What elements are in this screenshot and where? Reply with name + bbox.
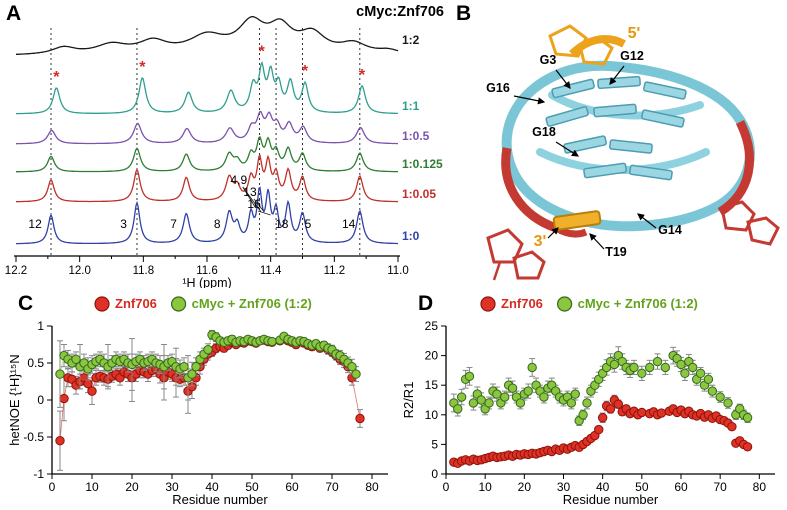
- panel-b-label: B: [456, 2, 472, 25]
- svg-text:8: 8: [214, 217, 221, 231]
- svg-text:1: 1: [37, 319, 44, 333]
- svg-text:1:0.5: 1:0.5: [402, 129, 430, 143]
- svg-text:10: 10: [478, 480, 492, 494]
- svg-text:25: 25: [425, 319, 439, 333]
- svg-text:cMyc + Znf706 (1:2): cMyc + Znf706 (1:2): [578, 296, 698, 311]
- svg-text:20: 20: [125, 480, 139, 494]
- svg-text:G16: G16: [486, 81, 510, 95]
- svg-text:*: *: [139, 59, 146, 76]
- svg-text:1:0.125: 1:0.125: [402, 157, 443, 171]
- svg-text:cMyc + Znf706 (1:2): cMyc + Znf706 (1:2): [192, 296, 312, 311]
- svg-text:G3: G3: [540, 53, 557, 67]
- panel-c-hetnoe-plot: C 0 10 20 30 40 50 60 70 80 -1 -0.5 0 0.5 1 Residue nu…: [6, 290, 398, 510]
- svg-text:3: 3: [120, 217, 127, 231]
- svg-text:Znf706: Znf706: [115, 296, 157, 311]
- svg-text:*: *: [259, 44, 266, 61]
- svg-text:60: 60: [674, 480, 688, 494]
- svg-text:hetNOE {¹H}¹⁵N: hetNOE {¹H}¹⁵N: [7, 354, 22, 445]
- svg-text:10: 10: [425, 408, 439, 422]
- svg-text:20: 20: [518, 480, 532, 494]
- svg-text:R2/R1: R2/R1: [401, 382, 416, 419]
- svg-text:5': 5': [628, 25, 641, 42]
- svg-text:0: 0: [49, 480, 56, 494]
- svg-text:5: 5: [305, 217, 312, 231]
- svg-text:30: 30: [557, 480, 571, 494]
- svg-text:Znf706: Znf706: [501, 296, 543, 311]
- svg-text:16: 16: [247, 197, 261, 211]
- svg-text:12.0: 12.0: [68, 265, 90, 277]
- svg-text:3': 3': [534, 233, 547, 250]
- svg-text:4,9: 4,9: [230, 173, 247, 187]
- svg-text:0: 0: [37, 393, 44, 407]
- svg-text:40: 40: [205, 480, 219, 494]
- svg-text:70: 70: [325, 480, 339, 494]
- svg-text:10: 10: [85, 480, 99, 494]
- svg-text:G12: G12: [620, 49, 644, 63]
- panel-b-structure: B: [452, 0, 787, 288]
- svg-text:11.4: 11.4: [260, 265, 282, 277]
- panel-d-r2r1-plot: D 0 10 20 30 40 50 60 70 80 0 5 10 15 20 25 Residue num…: [400, 290, 785, 510]
- panel-c-label: C: [18, 292, 34, 315]
- svg-text:18: 18: [275, 217, 289, 231]
- structure-annotations: 5' G3 G12 G16 G18 G14 T19 3': [486, 25, 682, 259]
- svg-text:1:2: 1:2: [402, 33, 420, 47]
- svg-text:5: 5: [431, 437, 438, 451]
- svg-text:¹H (ppm): ¹H (ppm): [182, 276, 231, 288]
- svg-text:0: 0: [443, 480, 450, 494]
- svg-text:11.6: 11.6: [196, 265, 218, 277]
- panel-a-nmr-spectra: A 11.0 11.2 11.4 11.6 11.8 12.0 12.2 ¹H (ppm) 1:…: [0, 0, 450, 288]
- svg-text:15: 15: [425, 378, 439, 392]
- orange-strand: [548, 24, 626, 231]
- svg-text:cMyc:Znf706: cMyc:Znf706: [356, 4, 444, 20]
- svg-text:G18: G18: [532, 125, 556, 139]
- panel-a-label: A: [6, 2, 22, 25]
- g-tetrad-bases: [545, 75, 687, 181]
- svg-text:11.8: 11.8: [133, 265, 155, 277]
- svg-text:20: 20: [425, 349, 439, 363]
- svg-text:80: 80: [365, 480, 379, 494]
- hetnoe-scatter-chart: 0 10 20 30 40 50 60 70 80 -1 -0.5 0 0.5 1 Residue numb…: [7, 296, 388, 507]
- svg-text:*: *: [302, 63, 309, 80]
- svg-text:11.2: 11.2: [324, 265, 346, 277]
- svg-text:30: 30: [165, 480, 179, 494]
- svg-text:0.5: 0.5: [27, 356, 44, 370]
- svg-text:Residue number: Residue number: [563, 492, 659, 507]
- svg-text:1:1: 1:1: [402, 99, 420, 113]
- svg-text:14: 14: [342, 217, 356, 231]
- svg-text:12.2: 12.2: [5, 265, 27, 277]
- red-strand: [486, 119, 780, 281]
- svg-text:G14: G14: [658, 223, 682, 237]
- svg-text:T19: T19: [605, 245, 627, 259]
- svg-text:1:0: 1:0: [402, 229, 420, 243]
- svg-text:50: 50: [635, 480, 649, 494]
- svg-text:13: 13: [243, 185, 257, 199]
- r2r1-scatter-chart: 0 10 20 30 40 50 60 70 80 0 5 10 15 20 25 Residue numbe…: [401, 296, 775, 507]
- svg-text:0: 0: [431, 467, 438, 481]
- svg-text:12: 12: [28, 217, 42, 231]
- svg-text:1:0.05: 1:0.05: [402, 187, 436, 201]
- svg-text:-1: -1: [33, 467, 44, 481]
- svg-text:40: 40: [596, 480, 610, 494]
- gquadruplex-structure: 5' G3 G12 G16 G18 G14 T19 3': [486, 24, 780, 281]
- svg-text:80: 80: [753, 480, 767, 494]
- svg-text:*: *: [53, 69, 60, 86]
- svg-text:7: 7: [170, 217, 177, 231]
- svg-text:-0.5: -0.5: [23, 430, 44, 444]
- svg-text:Residue number: Residue number: [172, 492, 268, 507]
- svg-text:50: 50: [245, 480, 259, 494]
- svg-text:*: *: [359, 67, 366, 84]
- svg-text:11.0: 11.0: [387, 265, 409, 277]
- nmr-spectra-chart: 11.0 11.2 11.4 11.6 11.8 12.0 12.2 ¹H (ppm) 1:0 1…: [5, 4, 444, 288]
- panel-d-label: D: [418, 292, 434, 315]
- svg-text:70: 70: [713, 480, 727, 494]
- svg-text:60: 60: [285, 480, 299, 494]
